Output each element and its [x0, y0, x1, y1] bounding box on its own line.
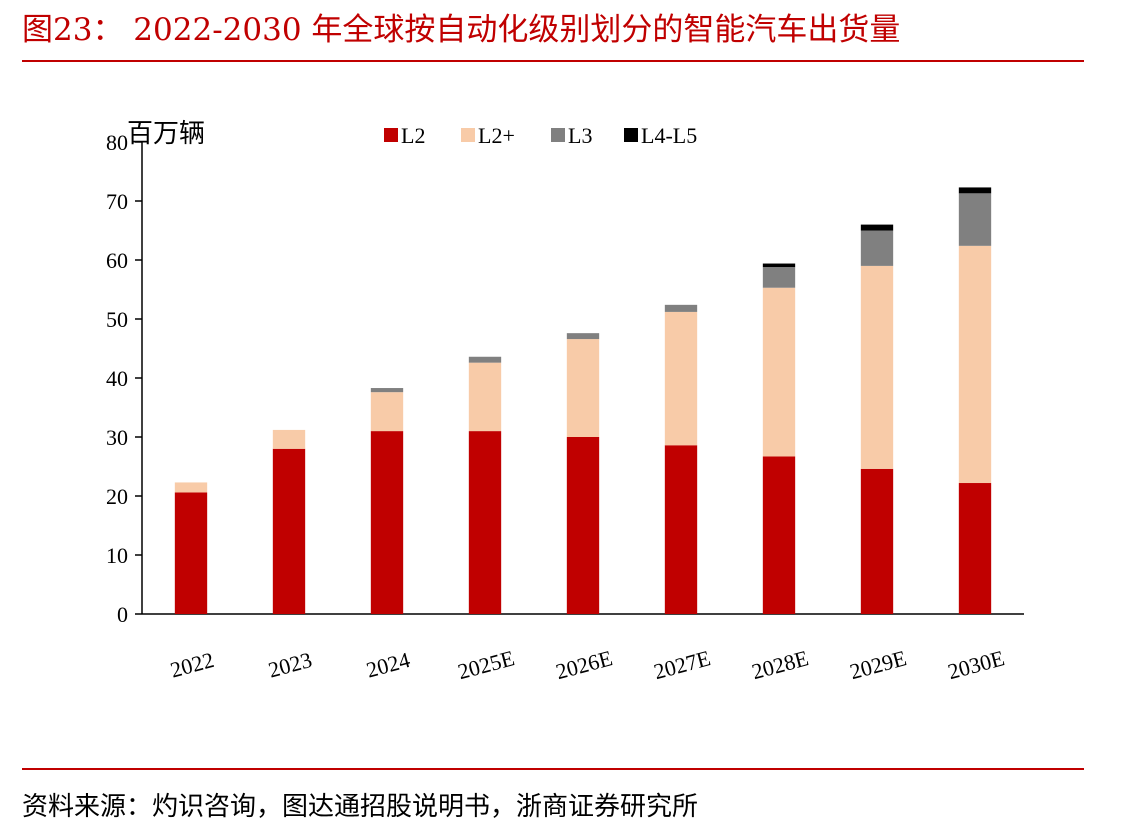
x-tick-label: 2023	[266, 647, 315, 683]
bar-segment-l2	[370, 431, 404, 614]
x-tick-label: 2029E	[847, 645, 909, 684]
bar-segment-l2-	[860, 265, 894, 469]
x-tick-label: 2025E	[455, 645, 517, 684]
bar-segment-l3	[566, 333, 600, 340]
bar-segment-l3	[762, 267, 796, 288]
legend-swatch	[461, 128, 475, 142]
legend-label: L4-L5	[641, 123, 697, 148]
y-tick-label: 0	[117, 602, 128, 627]
x-tick-label: 2022	[168, 647, 217, 683]
legend-swatch	[384, 128, 398, 142]
bar-segment-l2	[272, 448, 306, 614]
bar-segment-l4-l5	[958, 187, 992, 194]
bar-segment-l2	[468, 431, 502, 614]
y-tick-label: 80	[106, 130, 128, 155]
x-tick-label: 2028E	[749, 645, 811, 684]
bar-segment-l3	[860, 230, 894, 266]
x-tick-label: 2030E	[945, 645, 1007, 684]
x-axis: 2022 2023 2024 2025E 2026E 2027E 2028E 2029E 203…	[142, 613, 1024, 684]
bar-segment-l4-l5	[860, 224, 894, 231]
title-divider	[22, 60, 1084, 62]
bar-segment-l2-	[174, 482, 208, 493]
bar-segment-l2	[762, 456, 796, 614]
legend-label: L3	[568, 123, 592, 148]
legend: L2 L2+ L3 L4-L5	[384, 123, 697, 148]
x-tick-label: 2026E	[553, 645, 615, 684]
bar-segment-l3	[468, 356, 502, 363]
legend-label: L2+	[478, 123, 515, 148]
bar-segment-l3	[664, 304, 698, 312]
y-tick-label: 20	[106, 484, 128, 509]
bar-segment-l2-	[958, 245, 992, 484]
figure-title: 图23： 2022-2030 年全球按自动化级别划分的智能汽车出货量	[22, 12, 901, 48]
y-tick-label: 40	[106, 366, 128, 391]
bar-segment-l2-	[468, 362, 502, 432]
bar-segment-l3	[370, 388, 404, 393]
y-tick-label: 50	[106, 307, 128, 332]
x-tick-label: 2027E	[651, 645, 713, 684]
bar-segment-l2	[958, 483, 992, 614]
legend-label: L2	[401, 123, 425, 148]
bar-segment-l2-	[762, 287, 796, 457]
bar-segment-l2	[664, 445, 698, 614]
y-tick-label: 10	[106, 543, 128, 568]
bars	[174, 187, 992, 614]
bar-segment-l2-	[272, 429, 306, 449]
y-tick-label: 70	[106, 189, 128, 214]
bar-segment-l4-l5	[762, 263, 796, 268]
y-tick-label: 60	[106, 248, 128, 273]
bar-segment-l2	[174, 492, 208, 614]
legend-swatch	[551, 128, 565, 142]
y-unit-label: 百万辆	[127, 119, 205, 149]
bar-segment-l2	[860, 468, 894, 614]
x-tick-label: 2024	[364, 647, 413, 683]
source-note: 资料来源：灼识咨询，图达通招股说明书，浙商证券研究所	[22, 792, 699, 822]
bar-segment-l3	[958, 193, 992, 246]
legend-swatch	[624, 128, 638, 142]
y-tick-label: 30	[106, 425, 128, 450]
bar-segment-l2	[566, 437, 600, 614]
source-divider	[22, 768, 1084, 770]
bar-segment-l2-	[566, 339, 600, 437]
bar-segment-l2-	[370, 392, 404, 432]
bar-segment-l2-	[664, 311, 698, 446]
y-axis: 0 10 20 30 40 50 60 70 80	[106, 130, 143, 627]
